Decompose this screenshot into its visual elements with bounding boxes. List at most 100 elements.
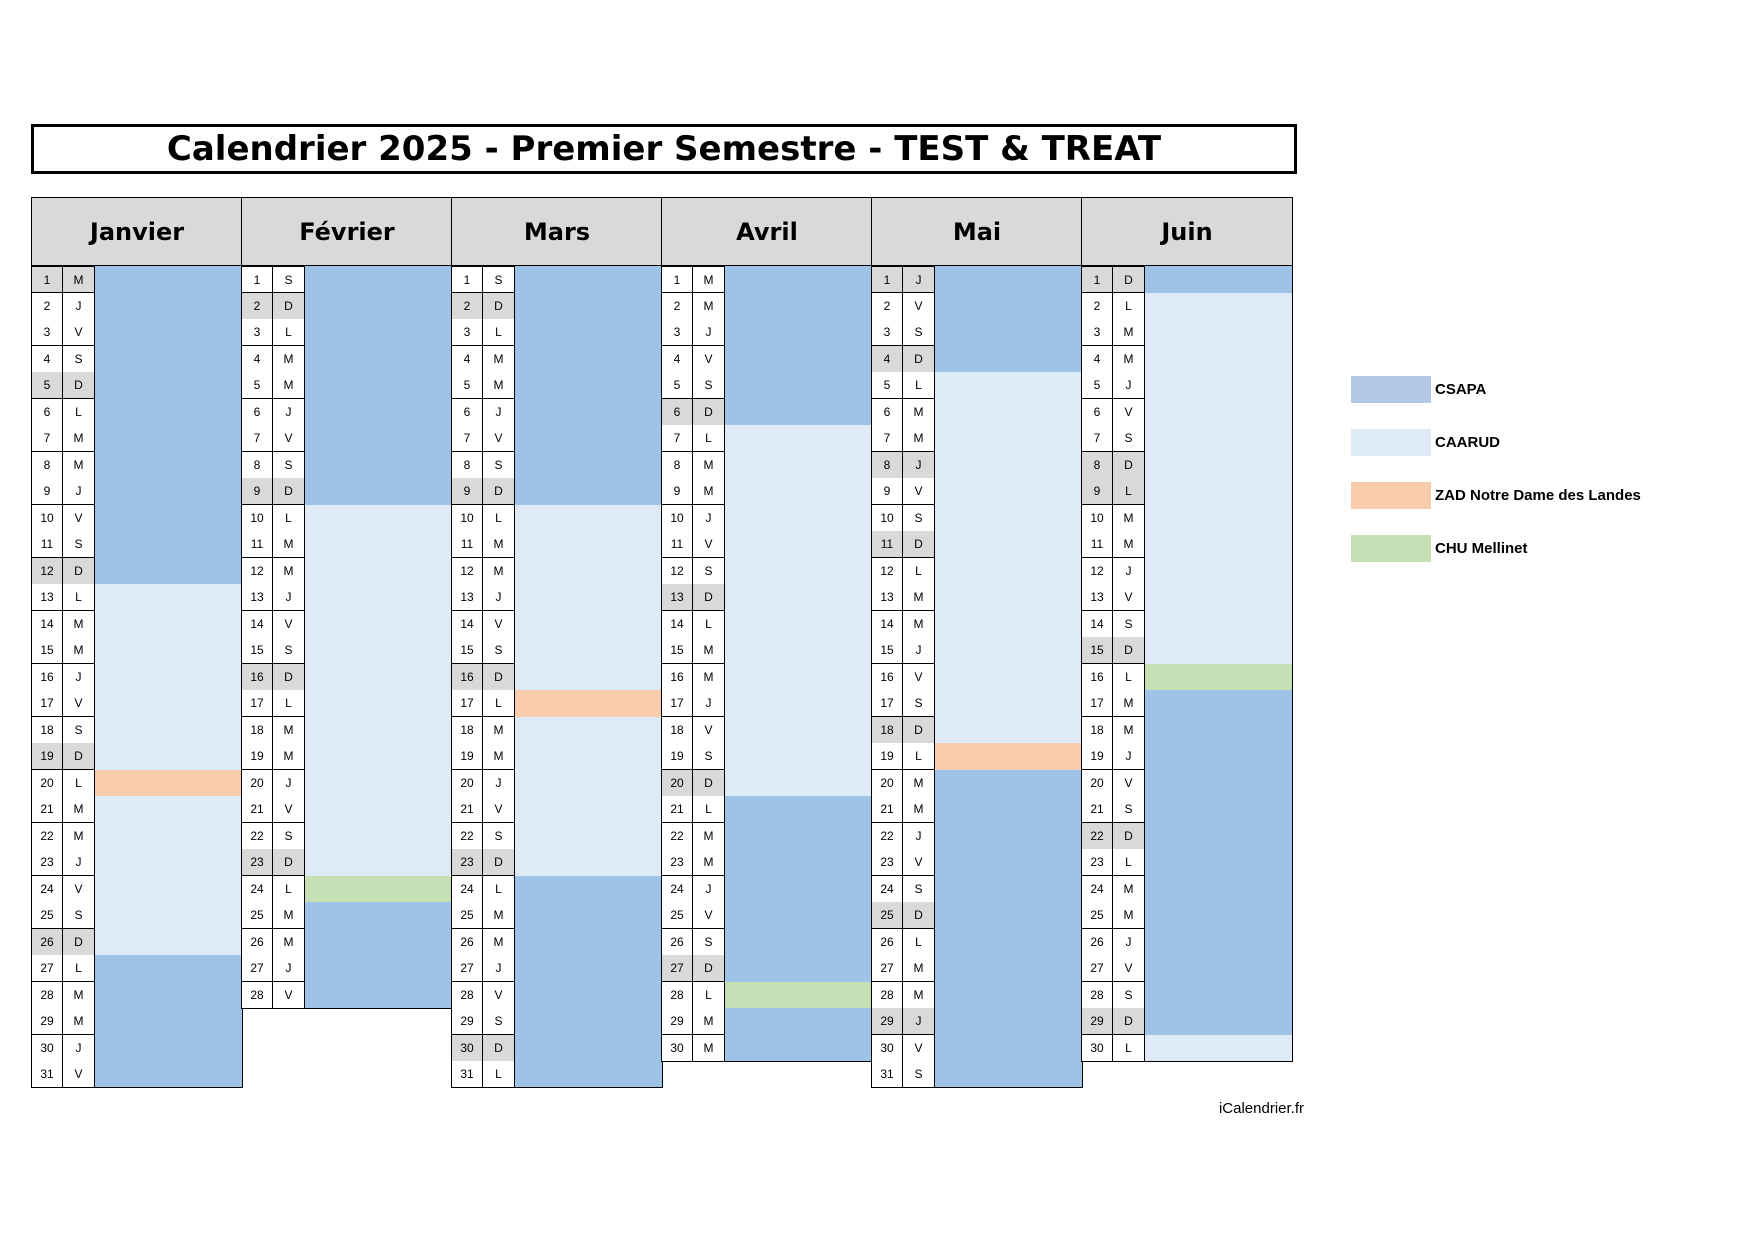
event-cell-csapa[interactable] — [1145, 955, 1293, 982]
event-cell-caarud[interactable] — [1145, 292, 1293, 320]
event-cell-caarud[interactable] — [1145, 637, 1293, 664]
event-cell-csapa[interactable] — [95, 531, 243, 558]
event-cell-caarud[interactable] — [515, 504, 663, 532]
event-cell-csapa[interactable] — [95, 504, 243, 532]
event-cell-csapa[interactable] — [305, 478, 453, 505]
event-cell-zad[interactable] — [935, 743, 1083, 770]
event-cell-caarud[interactable] — [935, 610, 1083, 638]
event-cell-caarud[interactable] — [935, 637, 1083, 664]
event-cell-csapa[interactable] — [725, 902, 873, 929]
event-cell-caarud[interactable] — [725, 504, 873, 532]
event-cell-caarud[interactable] — [305, 849, 453, 876]
event-cell-csapa[interactable] — [95, 372, 243, 399]
event-cell-csapa[interactable] — [305, 451, 453, 479]
event-cell-caarud[interactable] — [515, 610, 663, 638]
event-cell-caarud[interactable] — [515, 663, 663, 691]
event-cell-caarud[interactable] — [725, 557, 873, 585]
event-cell-csapa[interactable] — [305, 372, 453, 399]
event-cell-csapa[interactable] — [515, 875, 663, 903]
event-cell-csapa[interactable] — [515, 928, 663, 956]
event-cell-caarud[interactable] — [95, 928, 243, 956]
event-cell-caarud[interactable] — [1145, 478, 1293, 505]
event-cell-csapa[interactable] — [935, 1061, 1083, 1088]
event-cell-caarud[interactable] — [305, 796, 453, 823]
event-cell-csapa[interactable] — [95, 398, 243, 426]
event-cell-caarud[interactable] — [725, 743, 873, 770]
event-cell-chu[interactable] — [1145, 663, 1293, 691]
event-cell-caarud[interactable] — [1145, 610, 1293, 638]
event-cell-csapa[interactable] — [935, 1034, 1083, 1062]
event-cell-csapa[interactable] — [515, 955, 663, 982]
event-cell-csapa[interactable] — [935, 292, 1083, 320]
event-cell-csapa[interactable] — [515, 1008, 663, 1035]
event-cell-caarud[interactable] — [725, 425, 873, 452]
event-cell-csapa[interactable] — [725, 849, 873, 876]
event-cell-caarud[interactable] — [515, 849, 663, 876]
event-cell-caarud[interactable] — [305, 584, 453, 611]
event-cell-caarud[interactable] — [515, 796, 663, 823]
event-cell-csapa[interactable] — [725, 796, 873, 823]
event-cell-csapa[interactable] — [95, 1034, 243, 1062]
event-cell-caarud[interactable] — [515, 716, 663, 744]
event-cell-caarud[interactable] — [305, 663, 453, 691]
event-cell-csapa[interactable] — [935, 849, 1083, 876]
event-cell-caarud[interactable] — [95, 849, 243, 876]
event-cell-caarud[interactable] — [305, 504, 453, 532]
event-cell-caarud[interactable] — [305, 637, 453, 664]
event-cell-csapa[interactable] — [725, 398, 873, 426]
event-cell-csapa[interactable] — [1145, 716, 1293, 744]
event-cell-caarud[interactable] — [935, 451, 1083, 479]
event-cell-caarud[interactable] — [1145, 398, 1293, 426]
event-cell-caarud[interactable] — [95, 637, 243, 664]
event-cell-caarud[interactable] — [725, 637, 873, 664]
event-cell-caarud[interactable] — [95, 716, 243, 744]
event-cell-csapa[interactable] — [725, 1034, 873, 1062]
event-cell-csapa[interactable] — [1145, 690, 1293, 717]
event-cell-csapa[interactable] — [1145, 822, 1293, 850]
event-cell-chu[interactable] — [725, 981, 873, 1009]
event-cell-csapa[interactable] — [95, 1008, 243, 1035]
event-cell-caarud[interactable] — [935, 425, 1083, 452]
event-cell-csapa[interactable] — [935, 769, 1083, 797]
event-cell-caarud[interactable] — [305, 690, 453, 717]
event-cell-caarud[interactable] — [95, 796, 243, 823]
event-cell-csapa[interactable] — [1145, 769, 1293, 797]
event-cell-csapa[interactable] — [515, 1034, 663, 1062]
event-cell-csapa[interactable] — [725, 955, 873, 982]
event-cell-caarud[interactable] — [725, 690, 873, 717]
event-cell-csapa[interactable] — [305, 928, 453, 956]
event-cell-caarud[interactable] — [95, 875, 243, 903]
event-cell-csapa[interactable] — [305, 981, 453, 1009]
event-cell-csapa[interactable] — [935, 928, 1083, 956]
event-cell-csapa[interactable] — [1145, 1008, 1293, 1035]
event-cell-csapa[interactable] — [1145, 875, 1293, 903]
event-cell-csapa[interactable] — [1145, 266, 1293, 293]
event-cell-csapa[interactable] — [725, 345, 873, 373]
event-cell-caarud[interactable] — [95, 822, 243, 850]
event-cell-csapa[interactable] — [95, 981, 243, 1009]
event-cell-caarud[interactable] — [95, 902, 243, 929]
event-cell-csapa[interactable] — [515, 345, 663, 373]
event-cell-zad[interactable] — [95, 769, 243, 797]
event-cell-caarud[interactable] — [725, 451, 873, 479]
event-cell-csapa[interactable] — [305, 319, 453, 346]
event-cell-csapa[interactable] — [935, 266, 1083, 293]
event-cell-csapa[interactable] — [95, 1061, 243, 1088]
event-cell-caarud[interactable] — [95, 663, 243, 691]
event-cell-csapa[interactable] — [95, 425, 243, 452]
event-cell-caarud[interactable] — [305, 822, 453, 850]
event-cell-caarud[interactable] — [95, 743, 243, 770]
event-cell-csapa[interactable] — [1145, 796, 1293, 823]
event-cell-caarud[interactable] — [935, 372, 1083, 399]
event-cell-csapa[interactable] — [935, 875, 1083, 903]
event-cell-caarud[interactable] — [1145, 319, 1293, 346]
event-cell-csapa[interactable] — [515, 478, 663, 505]
event-cell-csapa[interactable] — [515, 398, 663, 426]
event-cell-csapa[interactable] — [725, 1008, 873, 1035]
event-cell-caarud[interactable] — [935, 690, 1083, 717]
event-cell-caarud[interactable] — [95, 584, 243, 611]
event-cell-caarud[interactable] — [515, 557, 663, 585]
event-cell-csapa[interactable] — [95, 955, 243, 982]
event-cell-csapa[interactable] — [935, 1008, 1083, 1035]
event-cell-csapa[interactable] — [515, 372, 663, 399]
